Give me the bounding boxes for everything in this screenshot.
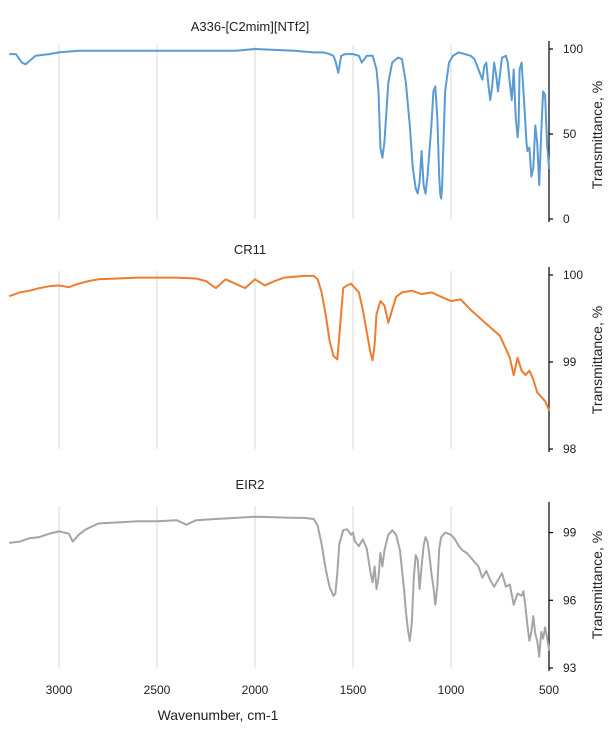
x-tick-label: 2500 [144,683,171,697]
x-tick-label: 500 [539,683,559,697]
series-line [9,515,550,658]
panel-title: CR11 [234,242,266,257]
y-tick-label: 98 [563,442,577,456]
y-tick-label: 96 [563,593,577,607]
series-line [9,274,550,411]
x-tick-label: 2000 [242,683,269,697]
x-tick-label: 3000 [46,683,73,697]
y-tick-label: 99 [563,355,577,369]
panel-title: EIR2 [236,477,265,492]
y-tick-label: 99 [563,526,577,540]
panel-title: A336-[C2mim][NTf2] [191,19,309,34]
y-tick-label: 93 [563,661,577,675]
panel-eir2: EIR2 93 96 99 Transmittance, % [9,477,605,675]
y-tick-label: 0 [563,212,570,226]
series-line [9,48,550,200]
panel-cr11: CR11 98 99 100 Transmittance, % [9,242,605,456]
x-tick-label: 1500 [340,683,367,697]
y-tick-label: 100 [563,268,583,282]
y-axis-title: Transmittance, % [589,81,605,189]
y-axis-title: Transmittance, % [589,531,605,639]
x-axis-title: Wavenumber, cm-1 [158,707,279,723]
y-tick-label: 100 [563,42,583,56]
x-axis: 3000 2500 2000 1500 1000 500 Wavenumber, cm-1 [46,683,560,723]
x-tick-label: 1000 [438,683,465,697]
y-tick-label: 50 [563,127,577,141]
panel-a336: A336-[C2mim][NTf2] 0 50 100 Transmittance, % [9,19,605,226]
y-axis-title: Transmittance, % [589,306,605,414]
